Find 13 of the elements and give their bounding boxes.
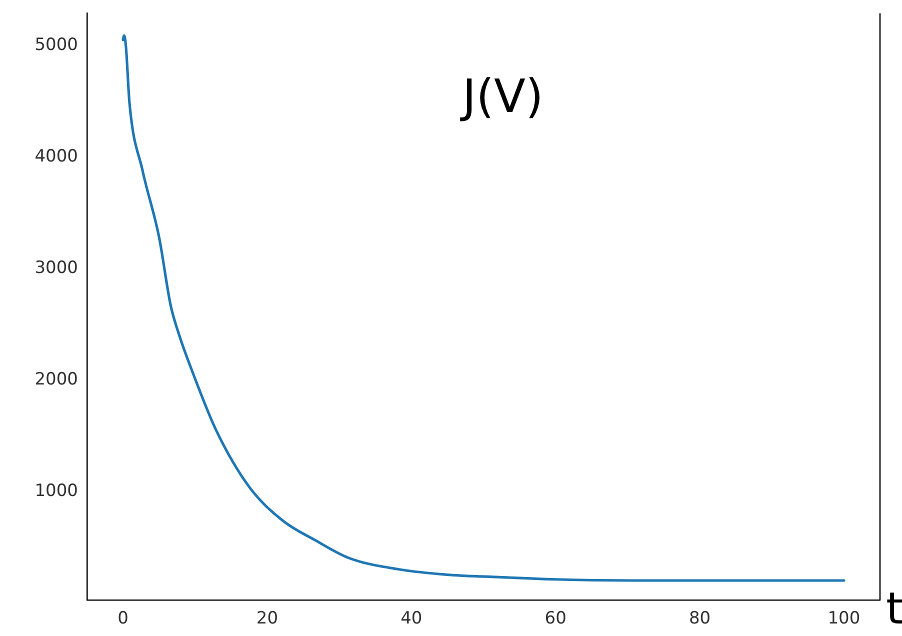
y-tick-label: 1000: [34, 480, 78, 501]
y-tick-label: 2000: [34, 369, 78, 390]
x-tick-label: 60: [544, 608, 566, 629]
y-tick-label: 4000: [34, 146, 78, 166]
y-tick-label: 5000: [34, 34, 78, 55]
y-tick-label: 3000: [34, 258, 78, 278]
x-tick-label: 20: [256, 608, 278, 629]
line-series: [122, 34, 846, 582]
x-tick-label: 80: [688, 608, 711, 629]
x-tick-label: 40: [400, 608, 422, 629]
text: J(V): [460, 68, 544, 123]
x-tick-label: 100: [828, 608, 860, 629]
x-tick-label: 0: [118, 608, 128, 629]
